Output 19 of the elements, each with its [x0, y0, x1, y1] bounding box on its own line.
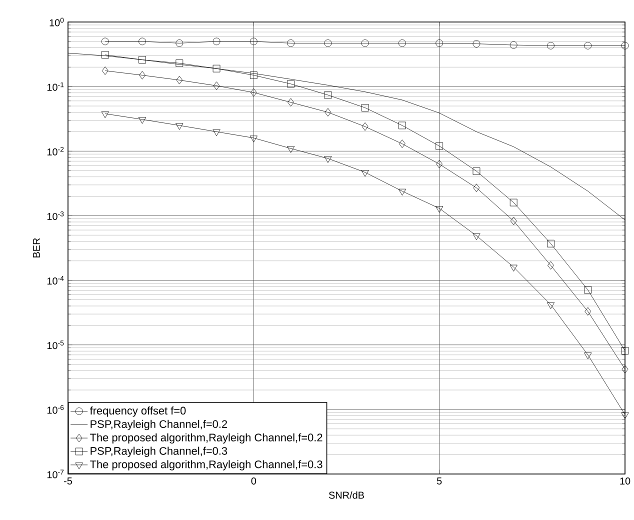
y-tick-label: 10$^{-7}$: [47, 470, 64, 478]
y-tick-label: 10$^{-3}$: [47, 211, 64, 220]
y-tick-label: 10$^{-2}$: [47, 146, 64, 156]
y-tick-label: 10$^{0}$: [50, 18, 64, 26]
legend-label: PSP,Rayleigh Channel,f=0.2: [90, 420, 228, 430]
legend-label: The proposed algorithm,Rayleigh Channel,f=0.3: [90, 460, 322, 470]
x-axis-title: SNR/dB: [328, 491, 364, 499]
x-tick-label: 0: [251, 478, 256, 485]
x-tick-label: 5: [436, 478, 442, 484]
y-tick-label: 10$^{-5}$: [47, 340, 64, 350]
x-tick-label: 10: [620, 478, 630, 485]
legend-label: frequency offset f=0: [90, 406, 186, 417]
legend-label: PSP,Rayleigh Channel,f=0.3: [90, 446, 228, 457]
x-tick-label: -5: [64, 478, 72, 484]
y-axis-title: BER: [33, 238, 40, 258]
y-tick-label: 10$^{-1}$: [47, 82, 64, 91]
y-tick-label: 10$^{-6}$: [47, 405, 64, 414]
y-tick-label: 10$^{-4}$: [47, 276, 64, 285]
legend-label: The proposed algorithm,Rayleigh Channel,f=0.2: [90, 433, 322, 444]
